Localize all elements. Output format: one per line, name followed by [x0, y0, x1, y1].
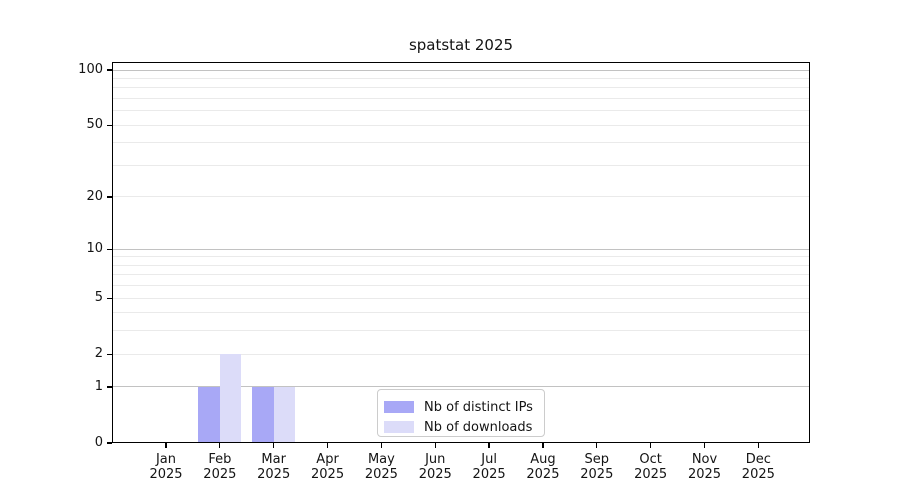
x-tick-mark [650, 443, 652, 448]
x-tick-label: Nov 2025 [687, 452, 722, 482]
y-tick-mark [107, 248, 112, 250]
y-gridline-minor [113, 97, 809, 99]
legend-label-distinct-ips: Nb of distinct IPs [424, 399, 533, 415]
y-gridline-major [113, 69, 809, 71]
legend-swatch-downloads-icon [384, 421, 414, 433]
y-tick-mark [107, 442, 112, 444]
y-gridline-minor [113, 330, 809, 332]
x-tick-mark [219, 443, 221, 448]
x-tick-mark [542, 443, 544, 448]
legend-label-downloads: Nb of downloads [424, 419, 533, 435]
y-tick-mark [107, 297, 112, 299]
x-tick-mark [703, 443, 706, 448]
x-tick-mark [165, 443, 167, 448]
y-gridline-minor [113, 297, 809, 299]
y-gridline-minor [113, 256, 809, 258]
y-gridline-minor [113, 124, 809, 126]
y-gridline-major [113, 386, 809, 388]
legend: Nb of distinct IPs Nb of downloads [377, 389, 545, 437]
legend-item-downloads: Nb of downloads [384, 417, 538, 437]
y-gridline-minor [113, 110, 809, 112]
y-gridline-minor [113, 353, 809, 355]
x-tick-mark [757, 443, 759, 448]
x-tick-mark [488, 443, 490, 448]
y-gridline-minor [113, 77, 809, 79]
y-gridline-major [113, 248, 809, 250]
legend-swatch-distinct-ips-icon [384, 401, 414, 413]
x-tick-mark [380, 443, 383, 448]
y-gridline-minor [113, 274, 809, 276]
x-tick-label: Jan 2025 [149, 452, 183, 482]
bar-distinct-ips-mar [252, 386, 274, 443]
bar-downloads-feb [219, 354, 242, 443]
y-gridline-minor [113, 142, 809, 144]
y-tick-mark [107, 386, 112, 388]
x-tick-label: Aug 2025 [526, 452, 560, 482]
x-tick-mark [273, 443, 275, 448]
x-tick-label: Oct 2025 [634, 452, 668, 482]
y-tick-mark [107, 124, 112, 126]
y-gridline-minor [113, 196, 809, 198]
y-tick-label: 10 [86, 241, 103, 257]
x-tick-mark [434, 443, 436, 448]
y-tick-label: 100 [78, 62, 103, 77]
bar-downloads-mar [273, 386, 296, 443]
y-tick-label: 50 [86, 117, 103, 133]
y-gridline-minor [113, 264, 809, 266]
y-gridline-minor [113, 285, 809, 287]
y-gridline-minor [113, 87, 809, 89]
y-tick-label: 20 [86, 188, 103, 204]
y-tick-mark [107, 69, 112, 71]
x-tick-label: Dec 2025 [741, 452, 775, 482]
y-tick-label: 0 [94, 435, 103, 450]
chart-title: spatstat 2025 [408, 36, 514, 54]
x-tick-label: Sep 2025 [580, 452, 614, 482]
y-tick-label: 2 [94, 346, 103, 362]
x-tick-label: Jun 2025 [418, 452, 452, 482]
y-tick-mark [107, 196, 112, 198]
y-gridline-minor [113, 312, 809, 314]
x-tick-label: Apr 2025 [311, 452, 345, 482]
x-tick-label: Mar 2025 [257, 452, 291, 482]
y-tick-label: 1 [94, 378, 103, 394]
y-gridline-minor [113, 164, 809, 166]
y-tick-label: 5 [94, 290, 103, 306]
x-tick-mark [596, 443, 598, 448]
bar-distinct-ips-feb [198, 386, 220, 443]
x-tick-mark [326, 443, 329, 448]
x-tick-label: Feb 2025 [203, 452, 237, 482]
x-tick-label: Jul 2025 [472, 452, 506, 482]
y-tick-mark [107, 353, 112, 355]
x-tick-label: May 2025 [364, 452, 398, 482]
legend-item-distinct-ips: Nb of distinct IPs [384, 397, 538, 417]
